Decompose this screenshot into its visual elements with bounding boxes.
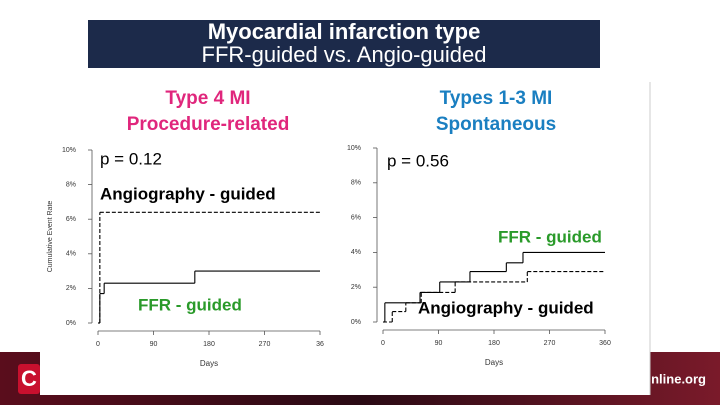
x-axis-label: Days bbox=[200, 359, 218, 368]
y-tick-label: 2% bbox=[66, 285, 76, 292]
series-label: Angiography - guided bbox=[100, 184, 276, 203]
y-tick-label: 10% bbox=[62, 147, 76, 154]
y-tick-label: 8% bbox=[66, 181, 76, 188]
x-axis-label: Days bbox=[485, 358, 503, 367]
x-tick-label: 270 bbox=[544, 340, 556, 347]
series-label: Angiography - guided bbox=[418, 298, 594, 317]
y-tick-label: 4% bbox=[351, 249, 361, 256]
slide-panel bbox=[40, 80, 650, 395]
logo-box bbox=[18, 364, 40, 394]
p-value: p = 0.12 bbox=[100, 149, 162, 168]
p-value: p = 0.56 bbox=[387, 151, 449, 170]
x-tick-label: 0 bbox=[381, 340, 385, 347]
chart-title: Types 1-3 MI bbox=[440, 88, 553, 109]
chart-title: Type 4 MI bbox=[165, 88, 250, 109]
footer-site: nline.org bbox=[651, 371, 706, 386]
x-tick-label: 270 bbox=[259, 341, 271, 348]
x-tick-label: 180 bbox=[488, 340, 500, 347]
y-tick-label: 6% bbox=[351, 214, 361, 221]
slide-title: FFR-guided vs. Angio-guided bbox=[202, 42, 487, 67]
x-tick-label: 90 bbox=[150, 341, 158, 348]
y-tick-label: 4% bbox=[66, 251, 76, 258]
y-tick-label: 2% bbox=[351, 284, 361, 291]
title-box bbox=[88, 20, 600, 68]
y-tick-label: 6% bbox=[66, 216, 76, 223]
x-tick-label: 90 bbox=[435, 340, 443, 347]
y-tick-label: 0% bbox=[351, 319, 361, 326]
x-tick-label: 36 bbox=[316, 341, 324, 348]
y-tick-label: 10% bbox=[347, 145, 361, 152]
chart-subtitle: Spontaneous bbox=[436, 114, 556, 135]
x-tick-label: 0 bbox=[96, 341, 100, 348]
series-label: FFR - guided bbox=[138, 295, 242, 314]
x-tick-label: 360 bbox=[599, 340, 611, 347]
slide-title: Myocardial infarction type bbox=[208, 19, 481, 44]
y-tick-label: 0% bbox=[66, 320, 76, 327]
chart-subtitle: Procedure-related bbox=[127, 114, 290, 135]
series-label: FFR - guided bbox=[498, 227, 602, 246]
y-tick-label: 8% bbox=[351, 180, 361, 187]
logo: C bbox=[21, 366, 37, 391]
x-tick-label: 180 bbox=[203, 341, 215, 348]
y-axis-label: Cumulative Event Rate bbox=[47, 201, 54, 273]
